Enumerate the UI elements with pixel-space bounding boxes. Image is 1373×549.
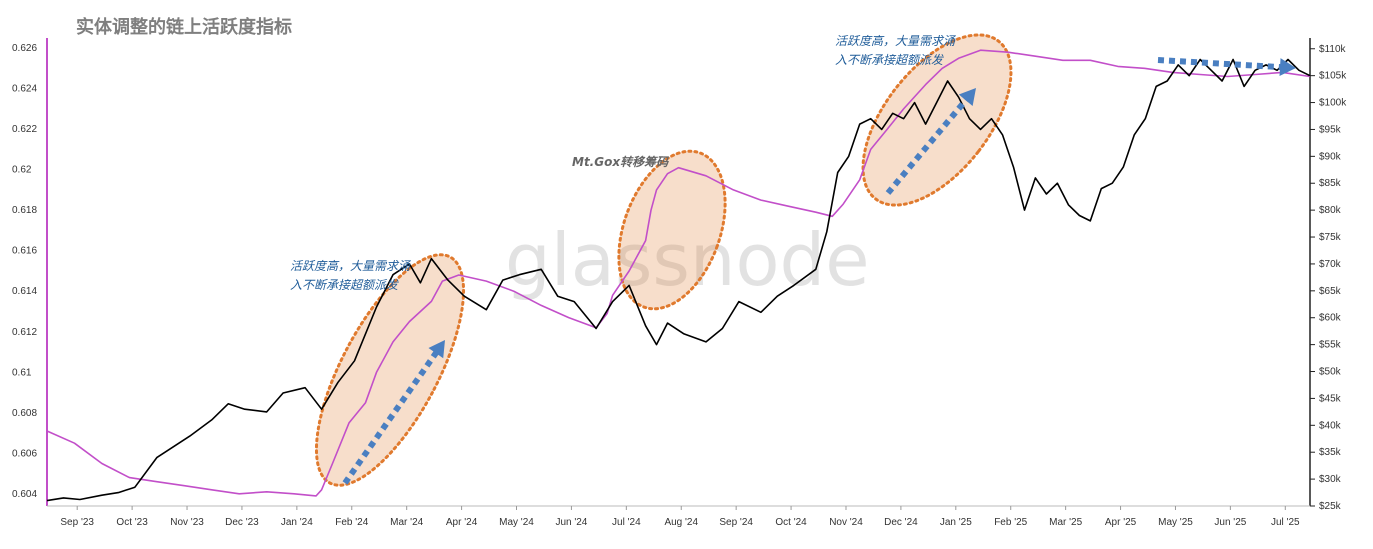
right-tick-label: $40k	[1319, 420, 1342, 431]
highlight-ellipse-3	[861, 33, 1013, 207]
right-tick-label: $30k	[1319, 474, 1342, 485]
annotation-1: 活跃度高，大量需求涌 入不断承接超额派发	[290, 259, 412, 292]
x-tick-label: Apr '24	[446, 517, 478, 528]
chart-title: 实体调整的链上活跃度指标	[76, 16, 292, 38]
x-tick-label: Nov '24	[829, 517, 863, 528]
highlight-ellipse-1	[314, 253, 466, 487]
right-tick-label: $60k	[1319, 313, 1342, 324]
highlight-ellipses	[314, 33, 1013, 487]
arrow-3	[1157, 57, 1296, 77]
right-tick-label: $50k	[1319, 367, 1342, 378]
watermark: glassnode	[505, 218, 870, 302]
x-tick-label: May '24	[499, 517, 534, 528]
right-tick-label: $110k	[1319, 44, 1347, 55]
trend-arrows	[342, 57, 1296, 485]
right-tick-label: $75k	[1319, 232, 1342, 243]
highlight-ellipse-2	[617, 149, 727, 311]
arrow-2-shaft	[885, 95, 971, 195]
annotation-1-line-2: 入不断承接超额派发	[290, 278, 400, 292]
x-tick-label: Jun '25	[1214, 517, 1246, 528]
left-axis: 0.626 0.624 0.622 0.62 0.618 0.616 0.614 0.612 0…	[12, 38, 48, 506]
right-tick-label: $95k	[1319, 124, 1342, 135]
x-axis: Sep '23 Oct '23 Nov '23 Dec '23 Jan '24 Feb '…	[47, 505, 1310, 528]
arrow-1-head	[428, 340, 445, 359]
right-tick-label: $100k	[1319, 98, 1347, 109]
x-tick-label: Jan '25	[940, 517, 972, 528]
right-tick-label: $55k	[1319, 340, 1342, 351]
x-tick-label: Dec '23	[225, 517, 259, 528]
annotation-3-line-2: 入不断承接超额派发	[835, 53, 945, 67]
arrow-1	[342, 340, 445, 485]
x-tick-label: Sep '24	[719, 517, 753, 528]
x-tick-label: Mar '24	[390, 517, 423, 528]
left-tick-label: 0.622	[12, 124, 37, 135]
right-tick-label: $80k	[1319, 205, 1342, 216]
left-tick-label: 0.626	[12, 43, 37, 54]
annotation-3-line-1: 活跃度高，大量需求涌	[835, 34, 957, 48]
arrow-2	[885, 88, 976, 195]
left-tick-label: 0.62	[12, 165, 32, 176]
x-tick-label: Jul '25	[1271, 517, 1300, 528]
left-tick-label: 0.624	[12, 84, 37, 95]
x-tick-label: Apr '25	[1105, 517, 1137, 528]
x-tick-label: Mar '25	[1049, 517, 1082, 528]
x-tick-label: Nov '23	[170, 517, 204, 528]
x-tick-label: Oct '23	[116, 517, 148, 528]
right-tick-label: $35k	[1319, 447, 1342, 458]
x-tick-label: May '25	[1158, 517, 1193, 528]
x-tick-label: Jul '24	[612, 517, 641, 528]
left-tick-label: 0.616	[12, 246, 37, 257]
left-tick-label: 0.618	[12, 205, 37, 216]
annotation-1-line-1: 活跃度高，大量需求涌	[290, 259, 412, 273]
x-tick-label: Jun '24	[555, 517, 587, 528]
right-axis: $110k $105k $100k $95k $90k $85k $80k $75k $70k $…	[1309, 38, 1347, 512]
right-tick-label: $45k	[1319, 393, 1342, 404]
series-line-2	[46, 58, 1311, 502]
right-tick-label: $70k	[1319, 259, 1342, 270]
series-line-1	[46, 49, 1311, 497]
annotation-2: Mt.Gox转移筹码	[572, 155, 669, 169]
annotation-2-line-1: Mt.Gox转移筹码	[572, 155, 669, 169]
right-tick-label: $90k	[1319, 151, 1342, 162]
right-tick-label: $65k	[1319, 286, 1342, 297]
right-tick-label: $105k	[1319, 71, 1347, 82]
x-tick-label: Feb '25	[994, 517, 1027, 528]
arrow-1-shaft	[342, 348, 441, 485]
series-layer	[46, 49, 1311, 502]
left-tick-label: 0.61	[12, 367, 32, 378]
x-tick-label: Aug '24	[664, 517, 698, 528]
right-tick-label: $25k	[1319, 501, 1342, 512]
x-tick-label: Dec '24	[884, 517, 918, 528]
x-tick-label: Sep '23	[60, 517, 94, 528]
left-tick-label: 0.606	[12, 448, 37, 459]
annotation-3: 活跃度高，大量需求涌 入不断承接超额派发	[835, 34, 957, 67]
x-tick-label: Oct '24	[775, 517, 807, 528]
x-tick-label: Feb '24	[335, 517, 368, 528]
x-tick-label: Jan '24	[281, 517, 313, 528]
left-tick-label: 0.614	[12, 286, 37, 297]
right-tick-label: $85k	[1319, 178, 1342, 189]
left-tick-label: 0.604	[12, 489, 37, 500]
arrow-3-head	[1279, 58, 1296, 77]
left-tick-label: 0.612	[12, 327, 37, 338]
arrow-2-head	[958, 88, 976, 107]
left-tick-label: 0.608	[12, 408, 37, 419]
